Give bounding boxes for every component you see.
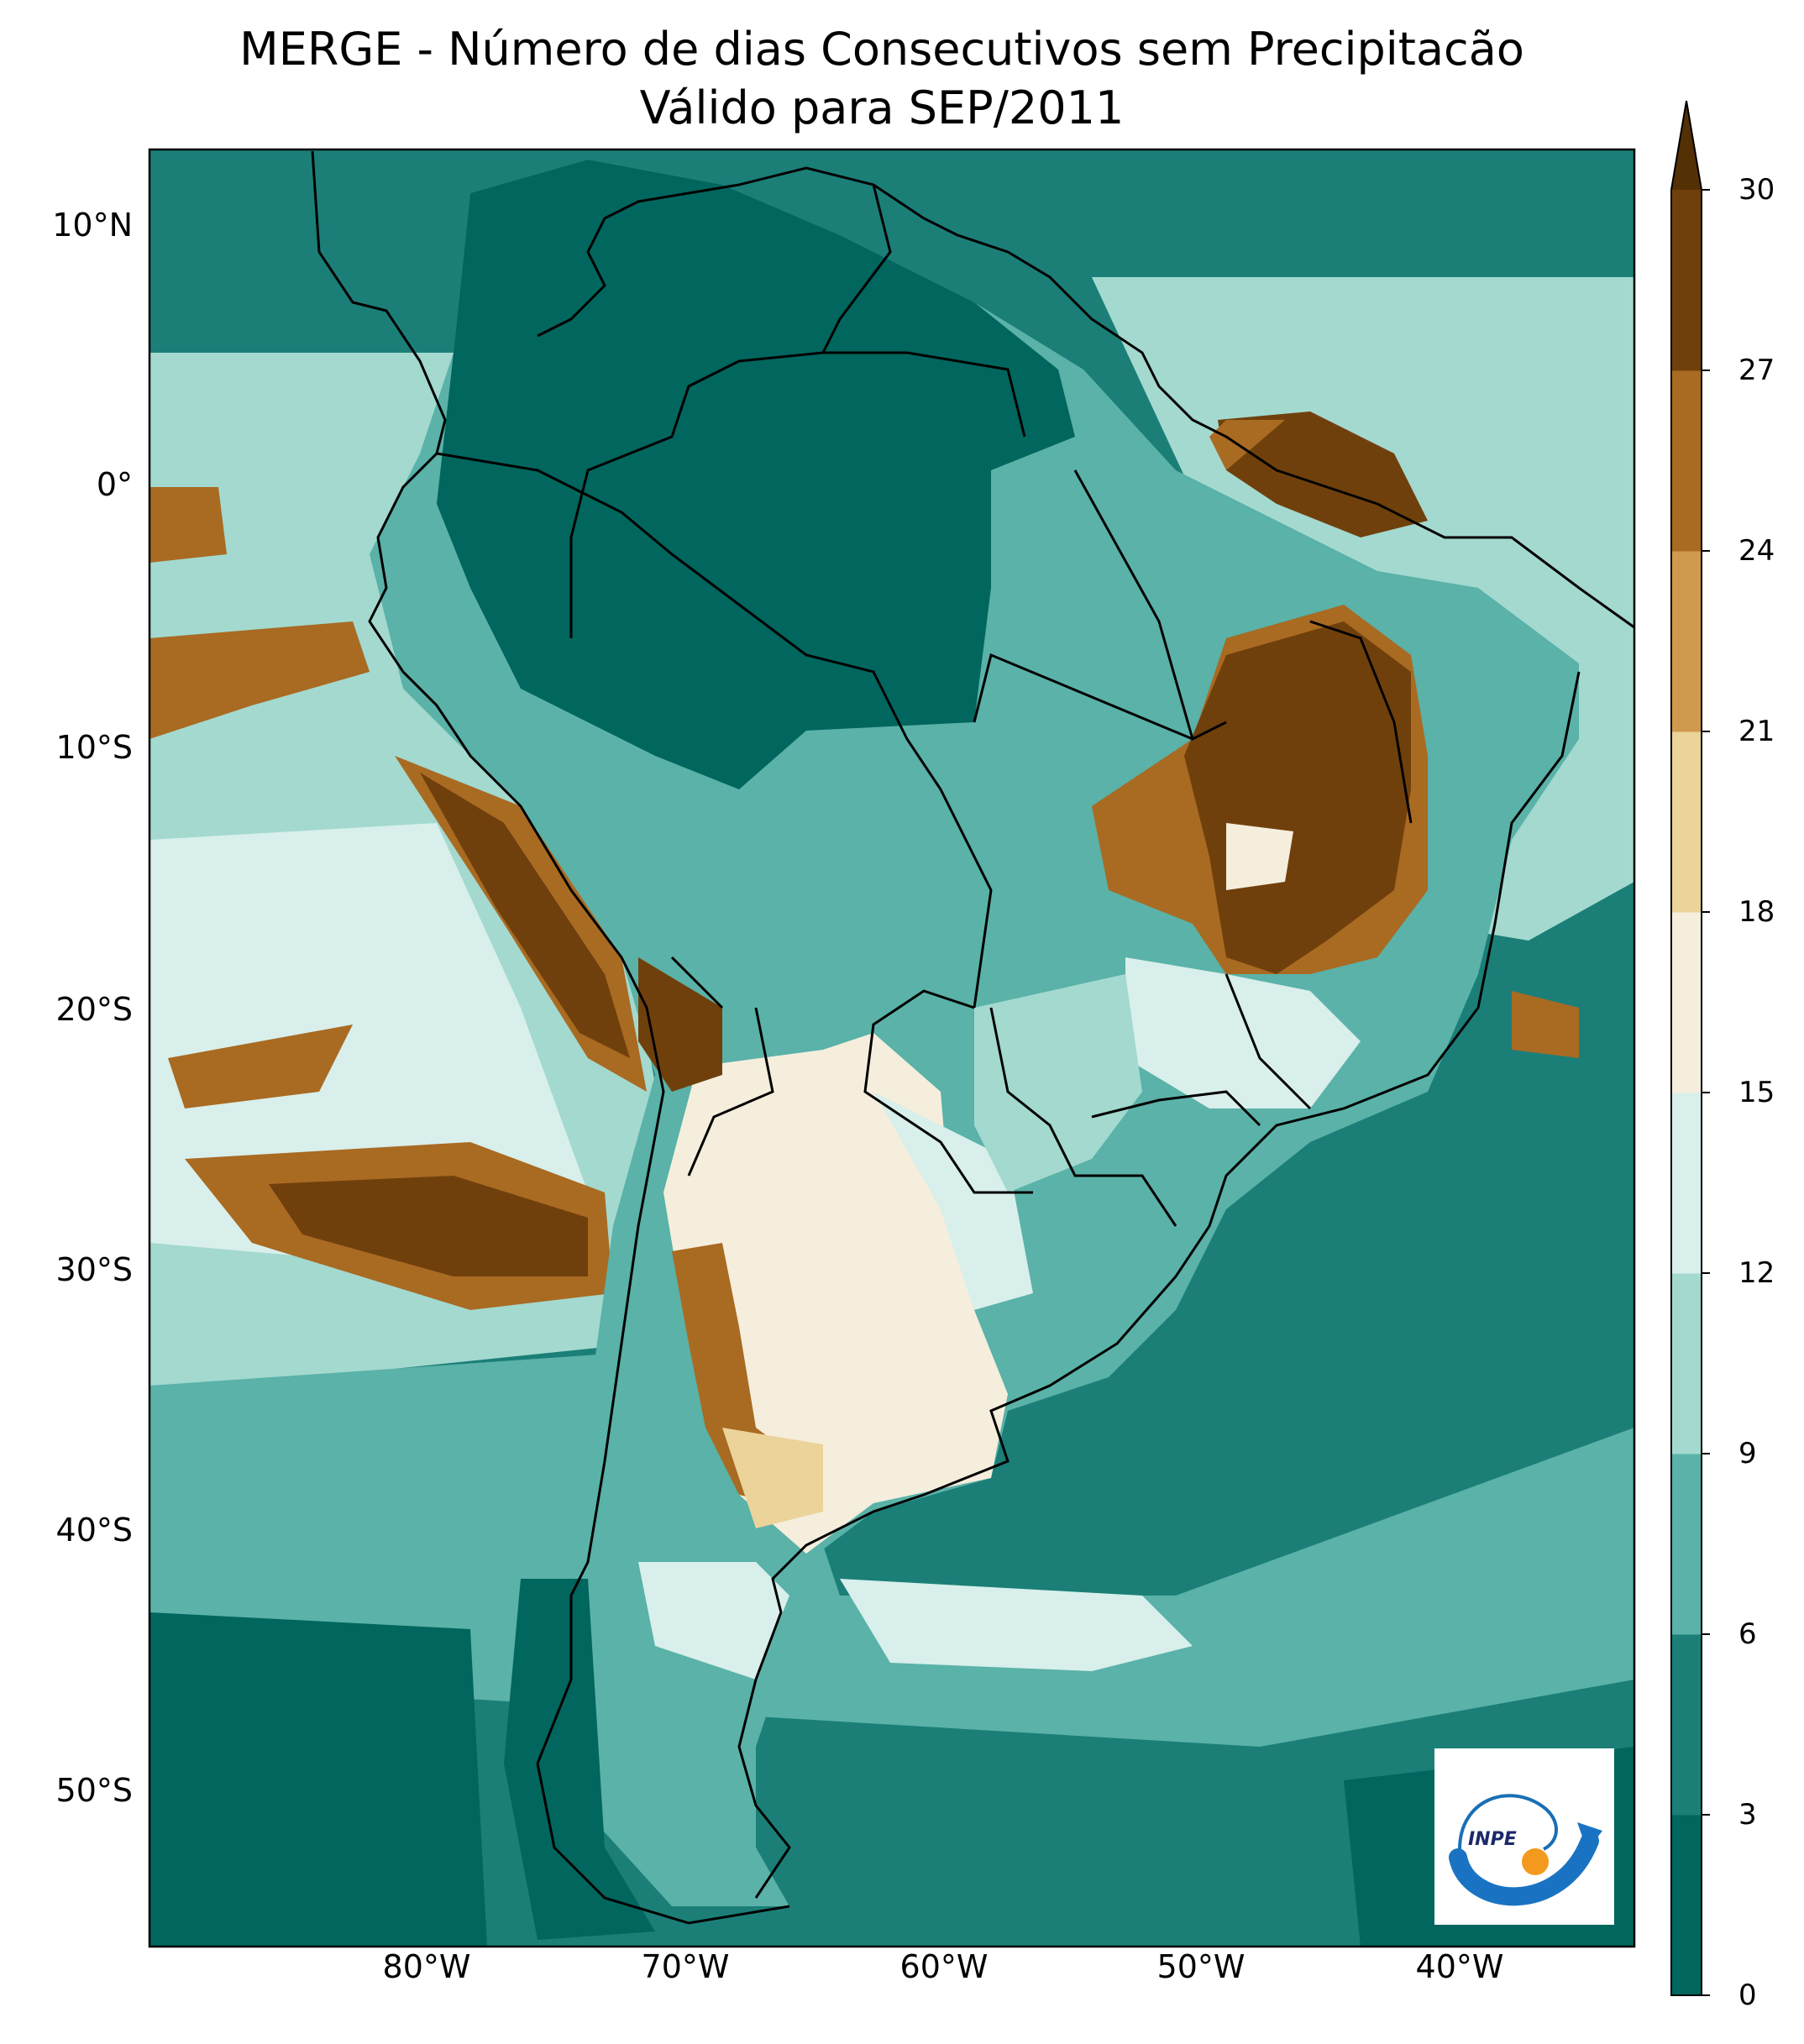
pacific-dry-patch (149, 621, 370, 739)
map-field (149, 149, 1634, 1947)
colorbar-tick-label: 24 (1738, 534, 1775, 568)
inpe-logo-text: INPE (1468, 1829, 1517, 1850)
colorbar-segment (1671, 1815, 1702, 1996)
argentina-light-patch (873, 1092, 1033, 1310)
colorbar-tick-label: 6 (1738, 1617, 1757, 1651)
paraguay-light (974, 974, 1142, 1192)
colorbar-segment (1671, 551, 1702, 732)
colorbar-segment (1671, 912, 1702, 1093)
colorbar-segment (1671, 1634, 1702, 1816)
pacific-dry-patch (168, 1025, 353, 1108)
coastal-very-dry-strip (420, 773, 630, 1058)
lat-tick-label: 10°N (52, 207, 133, 244)
central-brazil-light (1125, 957, 1361, 1108)
pacific-very-dry-streak (269, 1176, 588, 1276)
colorbar-extend-arrow (1671, 101, 1702, 190)
lon-tick-label: 40°W (1415, 1948, 1504, 1985)
amazon-wet-region (437, 160, 1075, 789)
colorbar-tick-label: 12 (1738, 1256, 1775, 1290)
country-borders (311, 150, 1634, 1925)
lat-tick-label: 10°S (55, 729, 133, 766)
colorbar (1670, 100, 1710, 1996)
colorbar-tick-label: 15 (1738, 1076, 1775, 1109)
pacific-dry-patch (149, 487, 227, 563)
colorbar-outline (1670, 100, 1702, 1996)
atacama-very-dry (638, 957, 722, 1092)
colorbar-tick-label: 9 (1738, 1437, 1757, 1470)
lon-tick-label: 80°W (382, 1948, 471, 1985)
lat-tick-label: 40°S (55, 1512, 133, 1549)
colorbar-tick-label: 3 (1738, 1798, 1757, 1832)
lat-tick-label: 0° (96, 466, 133, 503)
northeast-light-patch (1226, 823, 1293, 890)
colorbar-segment (1671, 731, 1702, 913)
lat-tick-label: 20°S (55, 991, 133, 1028)
southern-chile-wet (504, 1579, 655, 1940)
colorbar-tick-label: 30 (1738, 173, 1775, 207)
southeast-pacific-wet (149, 1612, 487, 1947)
lat-tick-label: 30°S (55, 1251, 133, 1288)
inpe-logo-icon: INPE (1449, 1794, 1602, 1906)
atlantic-dry-speck (1512, 991, 1579, 1058)
lat-tick-label: 50°S (55, 1772, 133, 1809)
lon-tick-label: 60°W (899, 1948, 989, 1985)
colorbar-segment (1671, 1454, 1702, 1635)
atlantic-dry-edge (1209, 420, 1285, 470)
andes-dry-strip (672, 1243, 823, 1512)
patagonia-light-patch (638, 1562, 789, 1680)
map-subtitle: Válido para SEP/2011 (639, 81, 1125, 134)
colorbar-segment (1671, 1273, 1702, 1454)
colorbar-tick-label: 27 (1738, 354, 1775, 387)
colorbar-segment (1671, 190, 1702, 371)
colorbar-tick-label: 21 (1738, 715, 1775, 748)
inpe-logo: INPE (1434, 1748, 1614, 1925)
lon-tick-label: 50°W (1156, 1948, 1245, 1985)
south-atlantic-light-patch (840, 1579, 1193, 1671)
colorbar-segment (1671, 1093, 1702, 1274)
atlantic-dry-patch (1218, 411, 1428, 537)
map-title: MERGE - Número de dias Consecutivos sem … (239, 23, 1524, 76)
andes-moderate-dry (722, 1428, 823, 1528)
colorbar-tick-label: 18 (1738, 895, 1775, 929)
map-frame (148, 148, 1636, 1948)
colorbar-tick-label: 0 (1738, 1978, 1757, 2012)
colorbar-segment (1671, 370, 1702, 552)
lon-tick-label: 70°W (641, 1948, 730, 1985)
